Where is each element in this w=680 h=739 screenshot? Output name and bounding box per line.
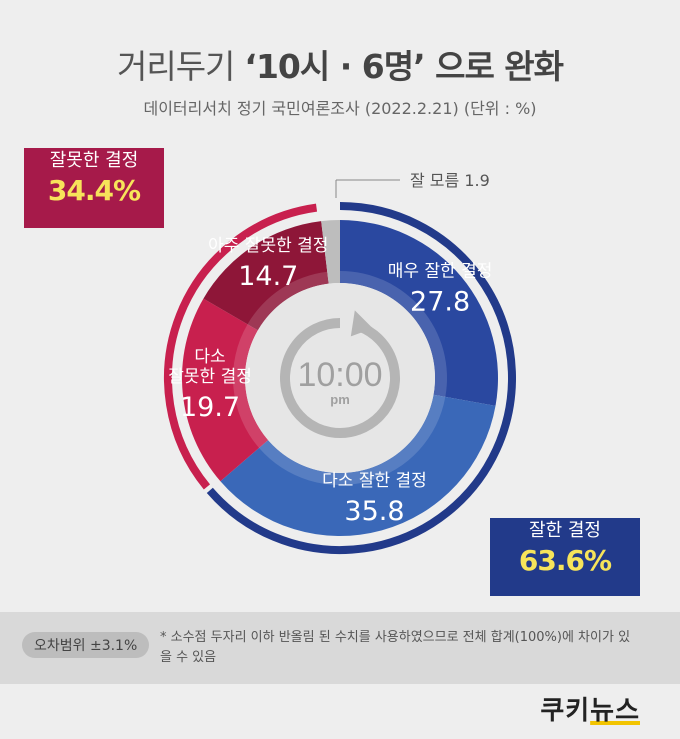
- title-bold: ‘10시 · 6명’ 으로 완화: [244, 47, 564, 86]
- title-main: 거리두기: [116, 47, 235, 86]
- callout-positive-value: 63.6%: [518, 544, 612, 577]
- slice-label-3: 다소: [194, 347, 225, 367]
- slice-label-4: 아주 잘못한 결정: [208, 236, 328, 256]
- slice-value-1: 27.8: [410, 286, 470, 317]
- slice-inner-ring-3: [233, 324, 269, 448]
- callout-positive: 잘한 결정 63.6%: [490, 518, 640, 596]
- slice-0: [321, 220, 340, 284]
- page-title: 거리두기 ‘10시 · 6명’ 으로 완화: [0, 40, 680, 88]
- slice-value-4: 14.7: [238, 261, 298, 292]
- page-subtitle: 데이터리서치 정기 국민여론조사 (2022.2.21) (단위 : %): [143, 99, 537, 118]
- group-arc-negative: [164, 203, 318, 490]
- unknown-label: 잘 모름 1.9: [410, 171, 490, 190]
- clock-arrow-icon: [350, 310, 373, 337]
- callout-negative: 잘못한 결정 34.4%: [24, 148, 164, 228]
- slice-value-2: 35.8: [344, 496, 404, 527]
- callout-positive-label: 잘한 결정: [529, 520, 601, 541]
- slice-label-1: 매우 잘한 결정: [388, 261, 493, 281]
- slice-inner-ring-1: [340, 271, 447, 397]
- center-pm: pm: [330, 392, 350, 407]
- clock-arc: [280, 318, 400, 438]
- logo-part2: 뉴스: [590, 696, 640, 726]
- logo-part1: 쿠키: [540, 696, 591, 726]
- slice-label-3-1: 잘못한 결정: [168, 367, 252, 387]
- slice-3: [182, 298, 269, 482]
- slice-inner-ring-4: [247, 271, 329, 331]
- slice-1: [340, 220, 498, 406]
- footnote: * 소수점 두자리 이하 반올림 된 수치를 사용하였으므로 전체 합계(100…: [160, 630, 631, 665]
- brand-logo: 쿠키뉴스: [540, 690, 640, 727]
- donut-center: [245, 283, 435, 473]
- slice-value-3: 19.7: [180, 392, 240, 423]
- group-arc-positive: [206, 202, 516, 554]
- slice-4: [203, 221, 329, 331]
- margin-of-error-badge: 오차범위 ±3.1%: [22, 632, 150, 658]
- footer: 오차범위 ±3.1% * 소수점 두자리 이하 반올림 된 수치를 사용하였으므…: [0, 612, 680, 684]
- callout-negative-value: 34.4%: [47, 174, 141, 207]
- callout-negative-label: 잘못한 결정: [49, 150, 139, 171]
- slice-inner-ring-2: [259, 394, 446, 485]
- slice-label-2: 다소 잘한 결정: [322, 471, 427, 491]
- center-time: 10:00: [297, 356, 382, 394]
- slice-2: [220, 394, 496, 536]
